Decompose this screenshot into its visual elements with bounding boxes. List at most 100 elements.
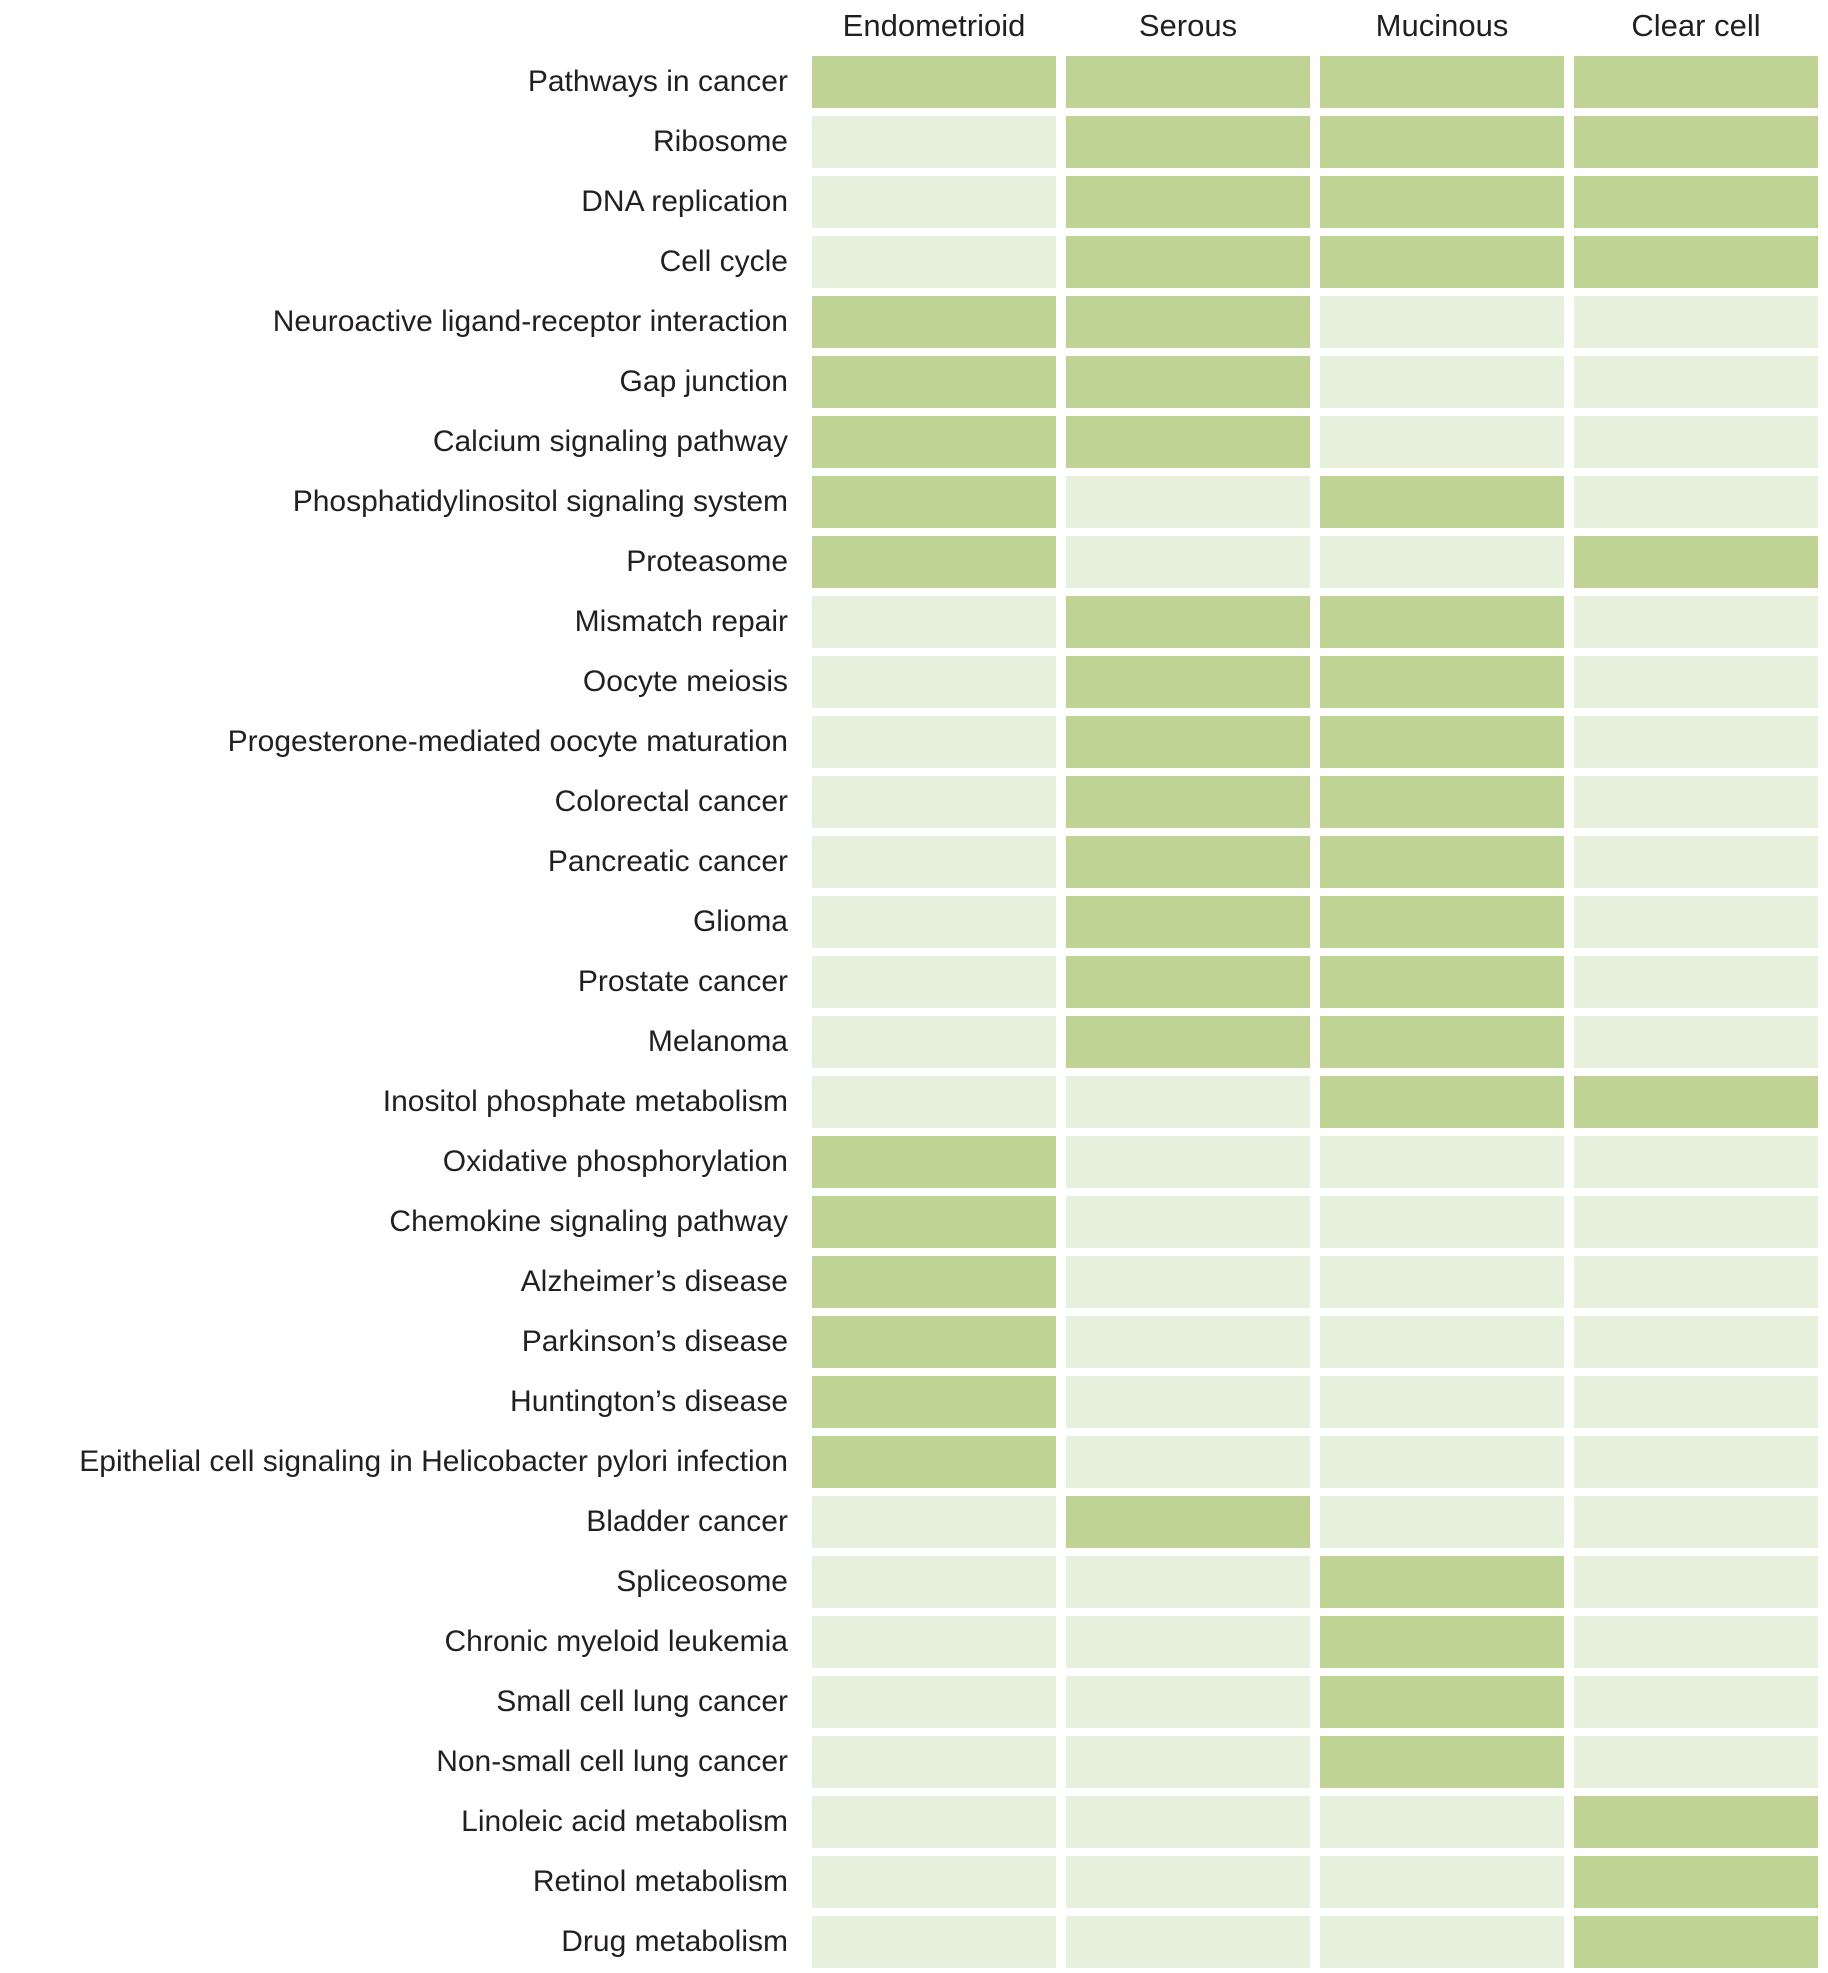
heatmap-row: Phosphatidylinositol signaling system <box>0 476 1828 528</box>
heatmap-row: Chemokine signaling pathway <box>0 1196 1828 1248</box>
heatmap-cell-endometrioid <box>812 1376 1056 1428</box>
heatmap-cell-mucinous <box>1320 1856 1564 1908</box>
row-label: DNA replication <box>581 185 788 218</box>
heatmap-cell-serous <box>1066 1016 1310 1068</box>
heatmap-cell-clear-cell <box>1574 116 1818 168</box>
heatmap-cell-endometrioid <box>812 116 1056 168</box>
row-label: Inositol phosphate metabolism <box>382 1085 788 1118</box>
column-header-mucinous: Mucinous <box>1375 8 1509 43</box>
heatmap-cell-serous <box>1066 1916 1310 1968</box>
heatmap-row: Proteasome <box>0 536 1828 588</box>
heatmap-row: Retinol metabolism <box>0 1856 1828 1908</box>
row-label: Pathways in cancer <box>527 65 788 98</box>
heatmap-cell-serous <box>1066 956 1310 1008</box>
heatmap-cell-serous <box>1066 1496 1310 1548</box>
heatmap-rows: Pathways in cancer Ribosome DNA replicatio… <box>0 56 1828 1968</box>
heatmap-row: Bladder cancer <box>0 1496 1828 1548</box>
row-label: Non-small cell lung cancer <box>436 1745 788 1778</box>
heatmap-cell-clear-cell <box>1574 716 1818 768</box>
heatmap-row: Alzheimer’s disease <box>0 1256 1828 1308</box>
row-label: Prostate cancer <box>577 965 788 998</box>
heatmap-cell-mucinous <box>1320 1016 1564 1068</box>
heatmap-cell-serous <box>1066 1796 1310 1848</box>
heatmap-cell-serous <box>1066 476 1310 528</box>
heatmap-cell-clear-cell <box>1574 296 1818 348</box>
heatmap-cell-serous <box>1066 1196 1310 1248</box>
heatmap-cell-clear-cell <box>1574 1496 1818 1548</box>
heatmap-cell-clear-cell <box>1574 1736 1818 1788</box>
heatmap-cell-serous <box>1066 1856 1310 1908</box>
heatmap-cell-endometrioid <box>812 656 1056 708</box>
heatmap-row: Drug metabolism <box>0 1916 1828 1968</box>
heatmap-cell-mucinous <box>1320 356 1564 408</box>
heatmap-cell-endometrioid <box>812 176 1056 228</box>
heatmap-cell-endometrioid <box>812 1196 1056 1248</box>
row-label: Mismatch repair <box>574 605 788 638</box>
row-label: Melanoma <box>647 1025 788 1058</box>
heatmap-cell-mucinous <box>1320 1196 1564 1248</box>
row-label: Bladder cancer <box>586 1505 788 1538</box>
row-label: Gap junction <box>619 365 788 398</box>
row-label: Ribosome <box>652 125 788 158</box>
heatmap-cell-serous <box>1066 776 1310 828</box>
heatmap-cell-serous <box>1066 296 1310 348</box>
heatmap-cell-clear-cell <box>1574 836 1818 888</box>
heatmap-row: Ribosome <box>0 116 1828 168</box>
heatmap-cell-endometrioid <box>812 836 1056 888</box>
row-label: Glioma <box>692 905 788 938</box>
heatmap-row: Linoleic acid metabolism <box>0 1796 1828 1848</box>
row-label: Spliceosome <box>616 1565 788 1598</box>
heatmap-cell-mucinous <box>1320 596 1564 648</box>
heatmap-cell-endometrioid <box>812 1436 1056 1488</box>
heatmap-cell-mucinous <box>1320 296 1564 348</box>
heatmap-cell-endometrioid <box>812 956 1056 1008</box>
heatmap-row: Non-small cell lung cancer <box>0 1736 1828 1788</box>
heatmap-cell-serous <box>1066 1436 1310 1488</box>
heatmap-cell-clear-cell <box>1574 1676 1818 1728</box>
heatmap-cell-mucinous <box>1320 1136 1564 1188</box>
heatmap-cell-endometrioid <box>812 476 1056 528</box>
heatmap-cell-clear-cell <box>1574 536 1818 588</box>
heatmap-cell-endometrioid <box>812 56 1056 108</box>
column-header-serous: Serous <box>1138 8 1238 43</box>
row-label: Oxidative phosphorylation <box>442 1145 788 1178</box>
heatmap-cell-endometrioid <box>812 716 1056 768</box>
heatmap-row: Mismatch repair <box>0 596 1828 648</box>
heatmap-cell-serous <box>1066 656 1310 708</box>
heatmap-row: Chronic myeloid leukemia <box>0 1616 1828 1668</box>
column-header-endometrioid: Endometrioid <box>842 8 1026 43</box>
row-label: Linoleic acid metabolism <box>461 1805 788 1838</box>
row-label: Oocyte meiosis <box>582 665 788 698</box>
heatmap-cell-serous <box>1066 416 1310 468</box>
column-header-row: Endometrioid Serous Mucinous Clear cell <box>0 6 1828 56</box>
heatmap-cell-serous <box>1066 1616 1310 1668</box>
heatmap-cell-serous <box>1066 56 1310 108</box>
heatmap-cell-endometrioid <box>812 536 1056 588</box>
heatmap-cell-clear-cell <box>1574 236 1818 288</box>
heatmap-cell-mucinous <box>1320 1496 1564 1548</box>
row-label: Neuroactive ligand-receptor interaction <box>272 305 788 338</box>
heatmap-cell-endometrioid <box>812 1736 1056 1788</box>
heatmap-row: Prostate cancer <box>0 956 1828 1008</box>
heatmap-cell-mucinous <box>1320 776 1564 828</box>
heatmap-cell-serous <box>1066 1736 1310 1788</box>
heatmap-cell-mucinous <box>1320 1436 1564 1488</box>
heatmap-cell-serous <box>1066 596 1310 648</box>
heatmap-cell-serous <box>1066 1136 1310 1188</box>
heatmap-cell-clear-cell <box>1574 1556 1818 1608</box>
heatmap-cell-mucinous <box>1320 956 1564 1008</box>
heatmap-cell-endometrioid <box>812 1076 1056 1128</box>
heatmap-cell-mucinous <box>1320 56 1564 108</box>
heatmap-row: Progesterone-mediated oocyte maturation <box>0 716 1828 768</box>
heatmap-row: Cell cycle <box>0 236 1828 288</box>
heatmap-cell-mucinous <box>1320 1736 1564 1788</box>
row-label: Huntington’s disease <box>510 1385 788 1418</box>
heatmap-cell-endometrioid <box>812 1916 1056 1968</box>
heatmap-cell-mucinous <box>1320 1796 1564 1848</box>
row-label: Alzheimer’s disease <box>520 1265 788 1298</box>
heatmap-row: Oxidative phosphorylation <box>0 1136 1828 1188</box>
heatmap-cell-serous <box>1066 716 1310 768</box>
row-label: Cell cycle <box>659 245 788 278</box>
heatmap-cell-mucinous <box>1320 1556 1564 1608</box>
heatmap-cell-clear-cell <box>1574 1376 1818 1428</box>
